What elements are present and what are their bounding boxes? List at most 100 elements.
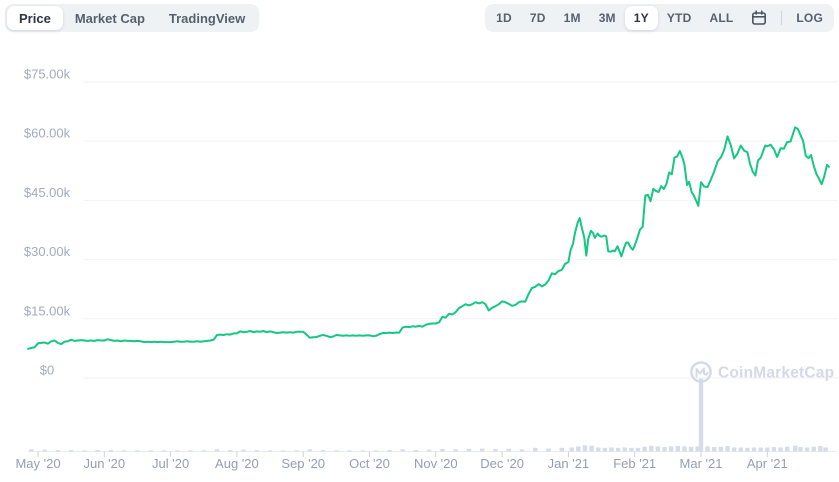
volume-bar (466, 448, 472, 452)
volume-bar (589, 445, 594, 452)
chart-toolbar: Price Market Cap TradingView 1D 7D 1M 3M… (5, 4, 834, 32)
x-axis-label: May '20 (15, 456, 60, 471)
tab-price[interactable]: Price (7, 6, 63, 30)
volume-bar (493, 448, 498, 452)
range-button-1y[interactable]: 1Y (624, 6, 658, 30)
coinmarketcap-logo-icon (690, 361, 712, 383)
volume-bar (778, 447, 783, 452)
volume-bar (582, 445, 588, 452)
volume-bar (281, 450, 286, 452)
volume-bar (655, 446, 661, 452)
calendar-button[interactable] (742, 6, 776, 30)
volume-bar (254, 450, 259, 452)
range-button-7d[interactable]: 7D (521, 6, 555, 30)
date-range-toolbar: 1D 7D 1M 3M 1Y YTD ALL LOG (485, 4, 834, 32)
volume-bar (635, 447, 641, 452)
volume-bar (688, 446, 694, 452)
range-button-ytd[interactable]: YTD (658, 6, 701, 30)
volume-bar (718, 446, 724, 452)
volume-bar (823, 447, 828, 452)
watermark-text: CoinMarketCap (718, 365, 834, 382)
volume-bar (771, 447, 777, 452)
x-axis-label: Nov '20 (414, 456, 458, 471)
volume-bar (506, 448, 511, 452)
price-line[interactable] (27, 126, 830, 350)
volume-bar (642, 446, 647, 452)
volume-bar (662, 447, 667, 452)
volume-bar (519, 449, 525, 452)
volume-bar (373, 450, 379, 452)
volume-bar (731, 447, 737, 452)
calendar-icon (751, 10, 767, 26)
x-axis-label: Feb '21 (613, 456, 656, 471)
volume-bar (42, 449, 47, 452)
volume-bar (360, 450, 366, 452)
volume-bar (804, 447, 810, 452)
volume-bar (533, 447, 538, 452)
range-button-1d[interactable]: 1D (487, 6, 521, 30)
coinmarketcap-logo-mark (695, 367, 709, 378)
volume-bar (569, 447, 574, 452)
volume-bar (95, 450, 100, 452)
volume-bar (725, 446, 730, 452)
volume-bar (347, 450, 352, 452)
volume-bar (559, 447, 564, 452)
volume-bar (745, 447, 750, 452)
tab-market-cap[interactable]: Market Cap (63, 6, 157, 30)
x-axis-label: Aug '20 (215, 456, 259, 471)
volume-bar (82, 450, 87, 452)
volume-bar (201, 450, 206, 452)
toolbar-divider (781, 11, 783, 25)
x-axis-label: Jul '20 (152, 456, 189, 471)
volume-bar (576, 446, 581, 452)
volume-bar (387, 450, 392, 452)
volume-bar (400, 449, 405, 452)
range-button-1m[interactable]: 1M (555, 6, 590, 30)
range-button-all[interactable]: ALL (700, 6, 742, 30)
log-scale-button[interactable]: LOG (787, 6, 832, 30)
y-axis-label: $0 (40, 363, 54, 378)
volume-bar (712, 447, 717, 452)
volume-bar (649, 445, 654, 452)
volume-bar (307, 449, 313, 452)
tab-tradingview[interactable]: TradingView (157, 6, 257, 30)
x-axis-label: Sep '20 (281, 456, 325, 471)
volume-bar (480, 448, 485, 452)
volume-bar (738, 447, 743, 452)
x-axis-label: Jun '20 (84, 456, 126, 471)
x-axis-label: Oct '20 (349, 456, 390, 471)
volume-bar (622, 447, 627, 452)
volume-bar (68, 450, 74, 452)
volume-bar (148, 450, 153, 452)
volume-bar (175, 450, 180, 452)
volume-bar (440, 448, 445, 452)
volume-bar (765, 447, 770, 452)
volume-bar (675, 446, 680, 452)
volume-bar (413, 450, 419, 452)
volume-bar (228, 450, 233, 452)
volume-bar (629, 447, 634, 452)
y-axis-label: $30.00k (24, 244, 71, 259)
volume-bar (758, 447, 763, 452)
x-axis-label: Dec '20 (480, 456, 524, 471)
volume-bar (241, 449, 246, 452)
volume-bar (784, 446, 790, 452)
y-axis-label: $60.00k (24, 126, 71, 141)
volume-bar (596, 447, 601, 452)
volume-bar (798, 447, 803, 452)
volume-bar (546, 448, 551, 452)
volume-bar (320, 450, 326, 452)
range-button-3m[interactable]: 3M (590, 6, 625, 30)
volume-bar (294, 450, 299, 452)
volume-bar (214, 449, 220, 452)
volume-bar (615, 447, 621, 452)
volume-bar (682, 446, 687, 452)
volume-bar (668, 446, 674, 452)
chart-type-tabs: Price Market Cap TradingView (5, 4, 260, 32)
volume-bar (602, 447, 608, 452)
volume-bar (609, 447, 614, 452)
x-axis-label: Apr '21 (747, 456, 788, 471)
volume-bar (135, 450, 140, 452)
